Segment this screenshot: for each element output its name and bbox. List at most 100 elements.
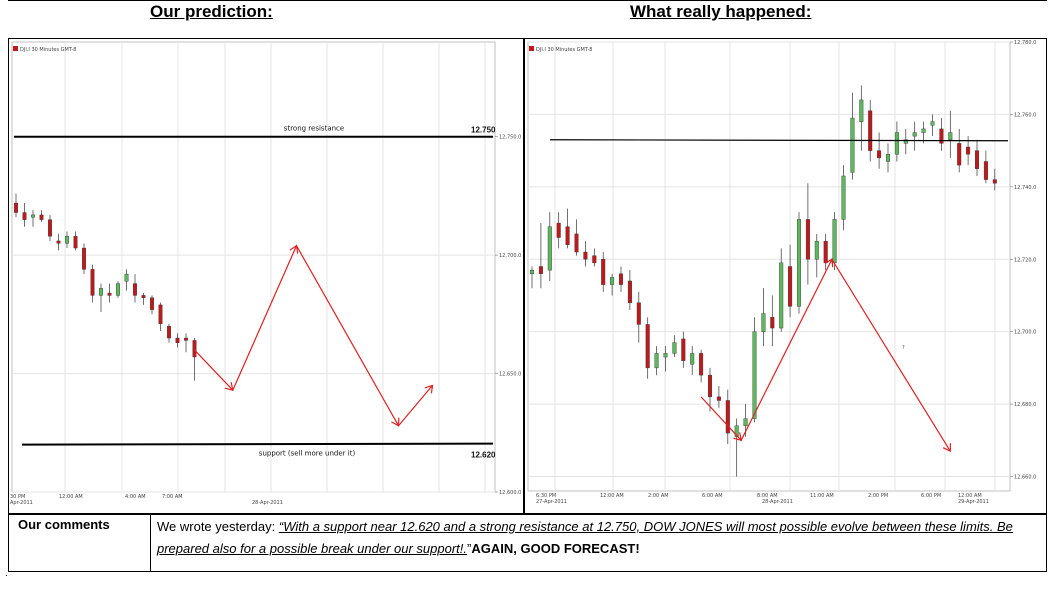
candle-body: [877, 150, 882, 159]
candle-body: [832, 219, 837, 264]
prediction-chart-frame: [8, 38, 524, 514]
resistance-value: 12.750: [471, 126, 496, 135]
y-tick-label: 12,660.0: [1014, 475, 1036, 481]
x-tick-label: 12:00 AM: [600, 493, 624, 499]
candle-body: [22, 212, 27, 220]
date-label: 28-Apr-2011: [252, 500, 283, 506]
candle-body: [184, 337, 188, 341]
date-label: 27-Apr-2011: [536, 499, 567, 505]
x-tick-label: 6:00 PM: [921, 493, 941, 499]
comments-table: [8, 514, 1047, 572]
support-line: [21, 442, 494, 446]
comments-intro: We wrote yesterday:: [157, 519, 279, 534]
x-tick-label: 4:00 AM: [125, 494, 146, 500]
candle-body: [133, 283, 137, 296]
candle-body: [565, 226, 570, 245]
candle-body: [56, 240, 61, 244]
date-label: 29-Apr-2011: [958, 499, 989, 505]
y-tick-label: 12,650.0: [499, 372, 521, 378]
candle-body: [743, 418, 748, 427]
comments-divider: [150, 514, 151, 572]
y-tick-label: 12,600.0: [499, 490, 521, 496]
x-tick-label: 7:00 AM: [162, 494, 183, 500]
resistance-label: strong resistance: [284, 125, 344, 133]
y-tick-label: 12,760.0: [1014, 112, 1036, 118]
candle-body: [107, 292, 112, 296]
y-tick-label: 12,720.0: [1014, 257, 1036, 263]
x-tick-label: 12:00 AM: [59, 494, 83, 500]
candle-body: [116, 283, 120, 296]
y-tick-label: 12,780.0: [1014, 40, 1036, 46]
resistance-line: [549, 139, 1009, 142]
chart-label-icon: [529, 46, 534, 51]
date-label: 28-Apr-2011: [762, 499, 793, 505]
candle-body: [894, 132, 899, 155]
candle-body: [141, 295, 146, 298]
candle-body: [761, 313, 766, 332]
candle-body: [770, 316, 775, 329]
candle-body: [14, 202, 18, 213]
candle-body: [805, 219, 810, 260]
candle-body: [797, 219, 802, 307]
candle-body: [556, 222, 561, 238]
candle-body: [975, 150, 980, 169]
candle-body: [779, 262, 784, 329]
candle-body: [850, 117, 855, 173]
y-tick-label: 12,700.0: [499, 253, 521, 259]
candle-body: [167, 326, 171, 339]
candle-body: [814, 240, 819, 260]
candle-body: [618, 273, 623, 285]
candle-body: [966, 146, 971, 155]
candle-body: [175, 337, 180, 343]
chart-label: DJI.I 30 Minutes GMT-8: [536, 47, 592, 53]
x-tick-label: 6:30 PM: [536, 493, 556, 499]
candle-body: [150, 297, 154, 310]
candle-body: [886, 154, 891, 162]
y-tick-label: 12,750.0: [499, 135, 521, 141]
candle-body: [39, 214, 44, 220]
prediction-chart: 12,750.0 12,700.0 12,650.0 12,600.0 30 PM 12:…: [10, 41, 521, 506]
actual-path: [700, 258, 951, 452]
actual-arrowhead: [733, 432, 742, 442]
candle-body: [939, 128, 944, 144]
candle-body: [859, 99, 864, 122]
x-tick-label: 12:00 AM: [958, 493, 982, 499]
chart-label-icon: [13, 46, 18, 51]
actual-chart: 12,780.0 12,760.0 12,740.0 12,720.0 12,700.0…: [527, 40, 1036, 505]
candle-body: [645, 324, 650, 369]
forecast-arrowhead: [224, 382, 234, 391]
plot-area: [527, 41, 1011, 492]
x-tick-label: 30 PM: [10, 494, 25, 500]
x-tick-label: 8:00 AM: [757, 493, 778, 499]
candle-body: [538, 266, 543, 274]
comments-text: We wrote yesterday: “With a support near…: [157, 516, 1037, 560]
candle-body: [992, 179, 997, 184]
candle-body: [823, 240, 828, 264]
candle-body: [158, 304, 163, 325]
candle-body: [957, 143, 962, 166]
candle-body: [65, 236, 69, 244]
candle-body: [948, 132, 953, 140]
forecast-arrowhead: [424, 384, 434, 394]
candle-body: [699, 353, 704, 376]
comments-label: Our comments: [18, 517, 110, 532]
x-tick-label: 11:00 AM: [810, 493, 834, 499]
support-label: support (sell more under it): [259, 450, 356, 458]
candle-body: [592, 255, 597, 264]
comments-quote: “With a support near 12.620 and a strong…: [157, 519, 1013, 556]
candle-body: [716, 396, 721, 401]
candle-body: [672, 342, 677, 354]
candle-body: [690, 353, 695, 365]
candle-body: [192, 340, 197, 358]
chart-label: DJI.I 30 Minutes GMT-8: [20, 47, 76, 53]
candle-body: [574, 233, 579, 253]
candle-body: [82, 247, 86, 270]
candle-body: [681, 338, 686, 361]
candle-body: [725, 400, 730, 434]
candle-body: [48, 219, 52, 237]
candle-body: [930, 121, 935, 126]
candle-body: [90, 269, 95, 296]
actual-arrowhead: [942, 443, 951, 453]
comments-close-quote: ”: [467, 541, 472, 556]
x-tick-label: 2:00 PM: [868, 493, 888, 499]
